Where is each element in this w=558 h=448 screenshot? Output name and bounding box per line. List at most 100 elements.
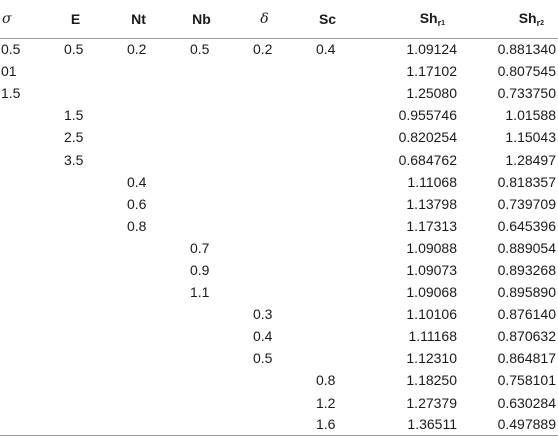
cell-E: 1.5: [64, 107, 84, 124]
cell-Nt: 0.8: [127, 217, 147, 234]
table-row: 1.5 0.955746 1.01588: [0, 104, 558, 126]
cell-sh-r1: 1.18250: [406, 372, 457, 389]
cell-delta: [233, 237, 296, 259]
cell-Nb: [170, 413, 233, 437]
cell-sigma: 0.5: [1, 41, 21, 58]
cell-Sc: [296, 347, 359, 369]
cell-Sc: 1.2: [316, 394, 336, 411]
cell-sh-r1: 1.09068: [406, 284, 457, 301]
cell-E: 2.5: [64, 129, 84, 146]
cell-E: [44, 60, 107, 82]
cell-E: [44, 303, 107, 325]
cell-sh-r2: 0.893268: [497, 261, 556, 278]
cell-Nb: 0.7: [190, 239, 210, 256]
cell-Sc: [296, 126, 359, 148]
cell-sh-r2: 0.758101: [497, 372, 556, 389]
cell-Nb: [170, 392, 233, 414]
cell-delta: [233, 281, 296, 303]
cell-Sc: [296, 215, 359, 237]
header-sh-r2: Shr2: [465, 0, 558, 39]
cell-sigma: 1.5: [1, 85, 21, 102]
cell-Nb: [170, 171, 233, 193]
cell-Nb: 1.1: [190, 284, 210, 301]
cell-sh-r2: 0.881340: [497, 41, 556, 58]
cell-Nb: [170, 369, 233, 391]
cell-sigma: [0, 259, 44, 281]
table-row: 0.5 1.12310 0.864817: [0, 347, 558, 369]
header-sigma: σ: [0, 0, 44, 39]
cell-sh-r2: 1.15043: [505, 129, 556, 146]
cell-sh-r1: 1.09124: [406, 41, 457, 58]
header-Sc: Sc: [296, 0, 359, 39]
header-Nt: Nt: [107, 0, 170, 39]
cell-Nb: [170, 148, 233, 170]
table-row: 0.7 1.09088 0.889054: [0, 237, 558, 259]
cell-Nt: [107, 259, 170, 281]
cell-sigma: 01: [1, 63, 17, 80]
cell-Sc: [296, 82, 359, 104]
cell-Nb: [170, 303, 233, 325]
cell-sh-r1: 1.17102: [406, 63, 457, 80]
cell-Nt: [107, 347, 170, 369]
cell-E: [44, 347, 107, 369]
cell-Sc: [296, 325, 359, 347]
table-row: 3.5 0.684762 1.28497: [0, 148, 558, 170]
cell-Nb: [170, 82, 233, 104]
table-header: σ E Nt Nb δ Sc Shr1 Shr2: [0, 0, 558, 39]
cell-sh-r2: 0.818357: [497, 173, 556, 190]
cell-E: [44, 193, 107, 215]
cell-sigma: [0, 148, 44, 170]
cell-sh-r1: 0.955746: [398, 107, 457, 124]
cell-E: [44, 325, 107, 347]
cell-sh-r2: 0.895890: [497, 284, 556, 301]
table-row: 0.8 1.18250 0.758101: [0, 369, 558, 391]
cell-delta: 0.3: [253, 306, 273, 323]
cell-sh-r2: 0.739709: [497, 195, 556, 212]
sherwood-number-table: σ E Nt Nb δ Sc Shr1 Shr2 0.5 0.5 0.2 0.5 0.2…: [0, 0, 558, 437]
table-row: 0.4 1.11168 0.870632: [0, 325, 558, 347]
cell-sigma: [0, 104, 44, 126]
cell-Sc: [296, 171, 359, 193]
cell-Nt: [107, 237, 170, 259]
cell-Nb: [170, 126, 233, 148]
cell-Nt: [107, 104, 170, 126]
cell-Nt: [107, 392, 170, 414]
cell-sh-r2: 0.889054: [497, 239, 556, 256]
cell-sigma: [0, 126, 44, 148]
cell-Nb: 0.5: [190, 41, 210, 58]
cell-E: 3.5: [64, 151, 84, 168]
cell-E: [44, 392, 107, 414]
cell-Sc: [296, 104, 359, 126]
cell-E: [44, 215, 107, 237]
cell-Sc: 0.8: [316, 372, 336, 389]
cell-Sc: [296, 60, 359, 82]
cell-E: [44, 259, 107, 281]
cell-Nt: [107, 369, 170, 391]
cell-delta: [233, 60, 296, 82]
cell-Sc: 0.4: [316, 41, 336, 58]
cell-delta: 0.5: [253, 350, 273, 367]
cell-E: [44, 413, 107, 437]
table-row: 0.3 1.10106 0.876140: [0, 303, 558, 325]
cell-delta: [233, 104, 296, 126]
cell-E: [44, 237, 107, 259]
cell-Nt: [107, 325, 170, 347]
cell-Sc: [296, 237, 359, 259]
cell-sh-r2: 1.28497: [505, 151, 556, 168]
cell-delta: [233, 259, 296, 281]
cell-delta: [233, 171, 296, 193]
table-row: 0.8 1.17313 0.645396: [0, 215, 558, 237]
cell-E: [44, 82, 107, 104]
cell-Nb: [170, 104, 233, 126]
cell-Sc: [296, 148, 359, 170]
cell-Nb: 0.9: [190, 261, 210, 278]
cell-sh-r1: 1.11068: [407, 173, 457, 190]
cell-sh-r1: 1.12310: [406, 350, 457, 367]
cell-Nb: [170, 193, 233, 215]
cell-Nt: 0.2: [127, 41, 147, 58]
cell-delta: 0.2: [253, 41, 273, 58]
cell-E: [44, 281, 107, 303]
cell-sh-r2: 0.733750: [497, 85, 556, 102]
cell-Nt: [107, 60, 170, 82]
cell-E: [44, 171, 107, 193]
